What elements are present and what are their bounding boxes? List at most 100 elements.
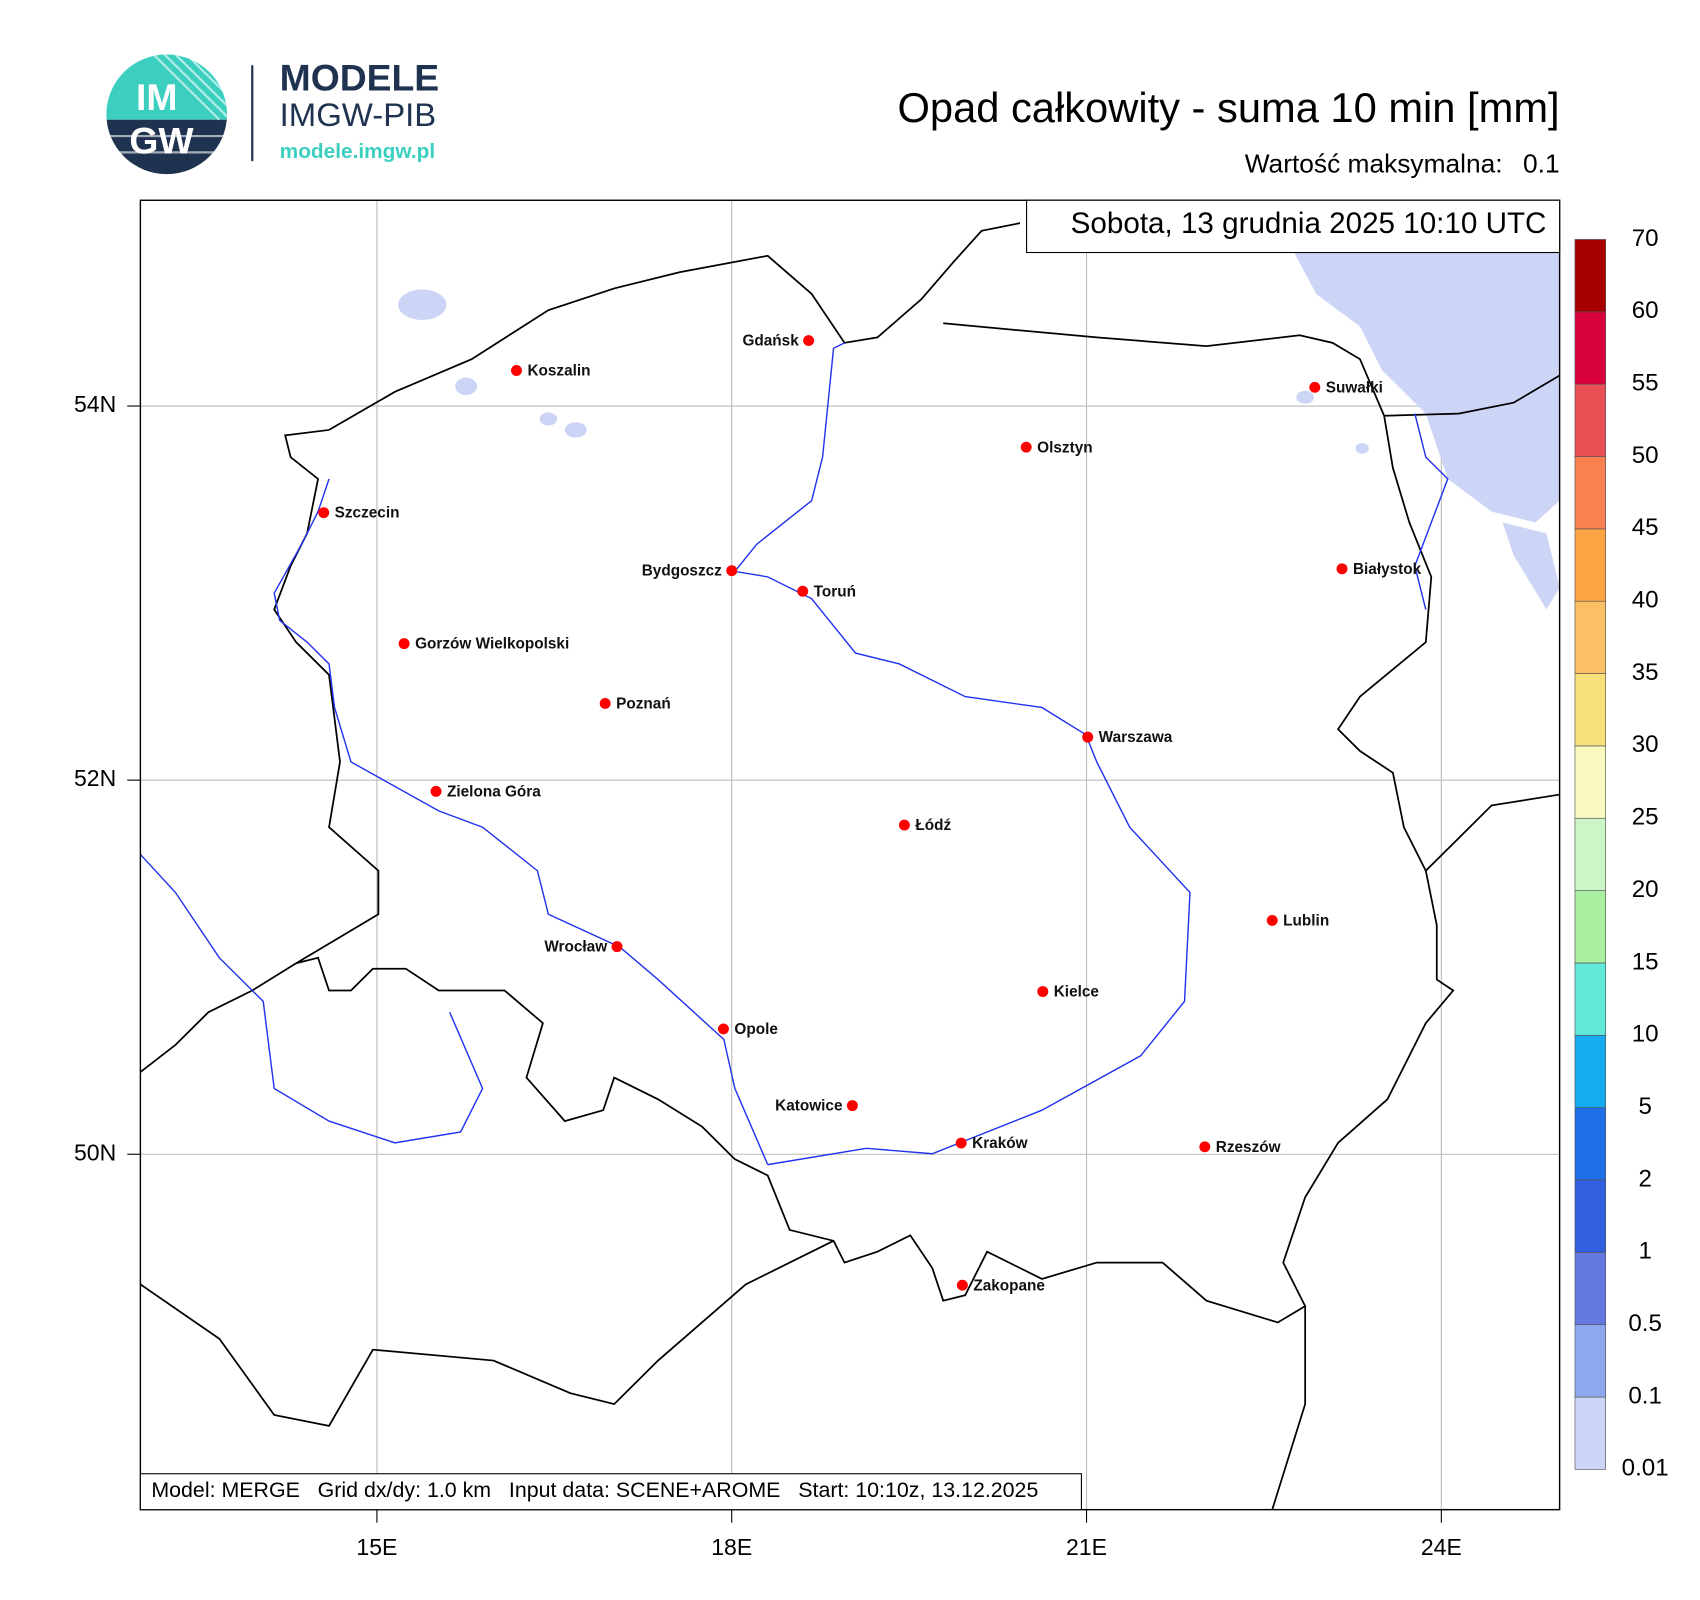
city-label: Lublin [1283, 913, 1329, 930]
colorbar-box [1574, 1179, 1607, 1253]
river [1414, 413, 1449, 610]
colorbar-box [1574, 1034, 1607, 1108]
city-marker [955, 1137, 967, 1149]
colorbar-box [1574, 1324, 1607, 1398]
city-marker [803, 335, 815, 347]
max-value: 0.1 [1523, 148, 1560, 178]
colorbar-label: 2 [1638, 1165, 1651, 1192]
city-label: Kielce [1054, 984, 1099, 1001]
colorbar-label: 0.1 [1628, 1382, 1662, 1409]
title: Opad całkowity - suma 10 min [mm] [898, 84, 1560, 131]
map-area: Gdańsk Koszalin Suwałki Olsztyn Szczecin Biał… [140, 200, 1560, 1510]
precip-areas [398, 252, 1560, 610]
city-label: Zielona Góra [447, 784, 541, 801]
border-line [140, 374, 1560, 1510]
colorbar-box [1574, 239, 1607, 313]
colorbar-label: 35 [1632, 659, 1659, 686]
city-label: Gdańsk [742, 333, 799, 350]
footer-box [139, 1473, 1082, 1511]
precip-area [1296, 390, 1314, 404]
colorbar-box [1574, 1396, 1607, 1470]
border-line [273, 222, 1455, 1324]
city-marker [1082, 731, 1094, 743]
river [140, 853, 484, 1144]
precip-area [455, 377, 478, 396]
city-marker [510, 365, 522, 376]
colorbar-label: 50 [1632, 442, 1659, 469]
precip-area [564, 422, 587, 438]
colorbar-label: 0.5 [1628, 1310, 1662, 1337]
precip-area [1502, 522, 1560, 610]
city-marker [1336, 563, 1348, 575]
colorbar-box [1574, 745, 1607, 819]
colorbar-label: 55 [1632, 370, 1659, 397]
colorbar-label: 30 [1632, 731, 1659, 758]
logo: IM GW MODELE IMGW-PIB modele.imgw.pl [106, 54, 439, 175]
borders [140, 222, 1560, 1510]
city-label: Kraków [972, 1135, 1028, 1152]
city-label: Rzeszów [1216, 1139, 1281, 1156]
colorbar-label: 20 [1632, 876, 1659, 903]
rivers [140, 342, 1449, 1166]
precip-area [398, 289, 447, 320]
city-label: Zakopane [973, 1277, 1045, 1294]
city-marker [318, 507, 330, 519]
city-marker [599, 698, 611, 709]
river [273, 478, 769, 1165]
cities: Gdańsk Koszalin Suwałki Olsztyn Szczecin Biał… [318, 333, 1422, 1294]
city-label: Szczecin [335, 505, 400, 522]
city-label: Łódź [915, 817, 951, 834]
logo-text: IM [136, 76, 177, 118]
city-marker [726, 565, 738, 577]
city-label: Opole [734, 1021, 777, 1038]
city-label: Bydgoszcz [642, 563, 722, 580]
city-label: Warszawa [1099, 729, 1173, 746]
precip-area [1206, 252, 1560, 523]
city-label: Poznań [616, 696, 671, 713]
city-marker [611, 941, 623, 953]
city-marker [717, 1023, 729, 1035]
logo-text: GW [129, 120, 193, 162]
y-tick-label: 54N [74, 391, 116, 417]
city-marker [1266, 914, 1278, 926]
colorbar-box [1574, 528, 1607, 602]
colorbar-label: 40 [1632, 587, 1659, 614]
city-label: Wrocław [544, 939, 607, 956]
date-box [1026, 199, 1561, 254]
city-label: Gorzów Wielkopolski [415, 636, 569, 653]
precip-area [1355, 442, 1369, 454]
colorbar-box [1574, 890, 1607, 964]
y-tick-label: 50N [74, 1139, 116, 1165]
colorbar-label: 70 [1632, 225, 1659, 252]
colorbar-label: 5 [1638, 1093, 1651, 1120]
colorbar-box [1574, 962, 1607, 1036]
url: modele.imgw.pl [280, 140, 435, 163]
colorbar-box [1574, 600, 1607, 674]
city-label: Olsztyn [1037, 439, 1092, 456]
city-marker [956, 1279, 968, 1291]
x-tick-label: 24E [1421, 1534, 1462, 1560]
x-tick-label: 18E [711, 1534, 752, 1560]
colorbar-label: 15 [1632, 948, 1659, 975]
colorbar-box [1574, 1252, 1607, 1326]
city-marker [398, 638, 410, 650]
colorbar-label: 60 [1632, 297, 1659, 324]
colorbar-box [1574, 817, 1607, 891]
x-tick-label: 21E [1066, 1534, 1107, 1560]
colorbar-label: 0.01 [1622, 1455, 1669, 1482]
colorbar-box [1574, 456, 1607, 530]
graticule [140, 200, 1560, 1510]
precip-area [539, 412, 558, 426]
city-marker [1309, 381, 1321, 393]
colorbar-box [1574, 1107, 1607, 1181]
city-marker [1020, 441, 1032, 453]
axes: 15E 18E 21E 24E 54N 52N 50N [74, 391, 1462, 1560]
colorbar-box [1574, 383, 1607, 457]
date: Sobota, 13 grudnia 2025 10:10 UTC [1071, 207, 1547, 240]
city-marker [797, 585, 809, 597]
river [733, 342, 1191, 1166]
city-label: Katowice [775, 1098, 842, 1115]
colorbar-box [1574, 311, 1607, 385]
